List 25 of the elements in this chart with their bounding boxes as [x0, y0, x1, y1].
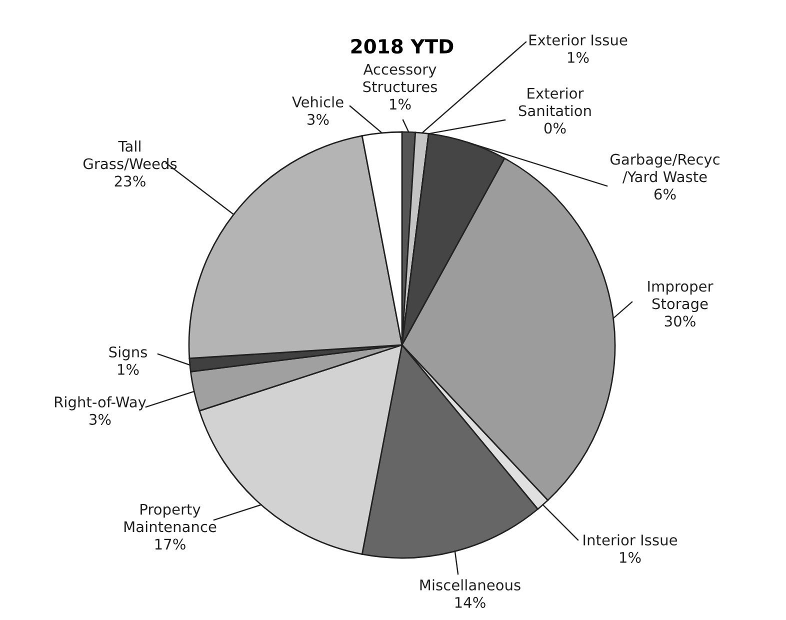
slice-label: Tall Grass/Weeds — [83, 140, 177, 170]
data-label: 1% — [118, 364, 139, 375]
slice-label: Right-of-Way — [54, 396, 146, 410]
data-label: 30% — [664, 316, 696, 327]
data-label: 14% — [455, 596, 486, 608]
data-label: 1% — [620, 552, 641, 563]
data-label: 1% — [390, 98, 411, 110]
slice-label: Vehicle — [292, 96, 344, 108]
data-label: 17% — [155, 538, 186, 550]
data-label: 3% — [90, 414, 111, 425]
data-label: 1% — [568, 52, 589, 63]
text: 0% — [544, 122, 566, 134]
slice-label: Property Maintenance — [124, 504, 216, 532]
slice-label: Miscellaneous — [420, 579, 520, 591]
chart-title: 2018 YTD — [351, 38, 454, 54]
data-label: 3% — [308, 114, 329, 125]
data-label: 23% — [114, 176, 146, 187]
slice-label: Accessory Structures — [363, 64, 438, 92]
category-label: Exterior Sanitation — [518, 88, 591, 116]
slice-label: Signs — [109, 346, 147, 360]
slice-label: Garbage/Recyc /Yard Waste — [610, 154, 720, 184]
slice-label: Improper Storage — [648, 280, 714, 312]
slice-label: Exterior Issue — [530, 34, 628, 46]
data-label: 6% — [654, 188, 676, 200]
slice-label: Interior Issue — [584, 534, 677, 546]
